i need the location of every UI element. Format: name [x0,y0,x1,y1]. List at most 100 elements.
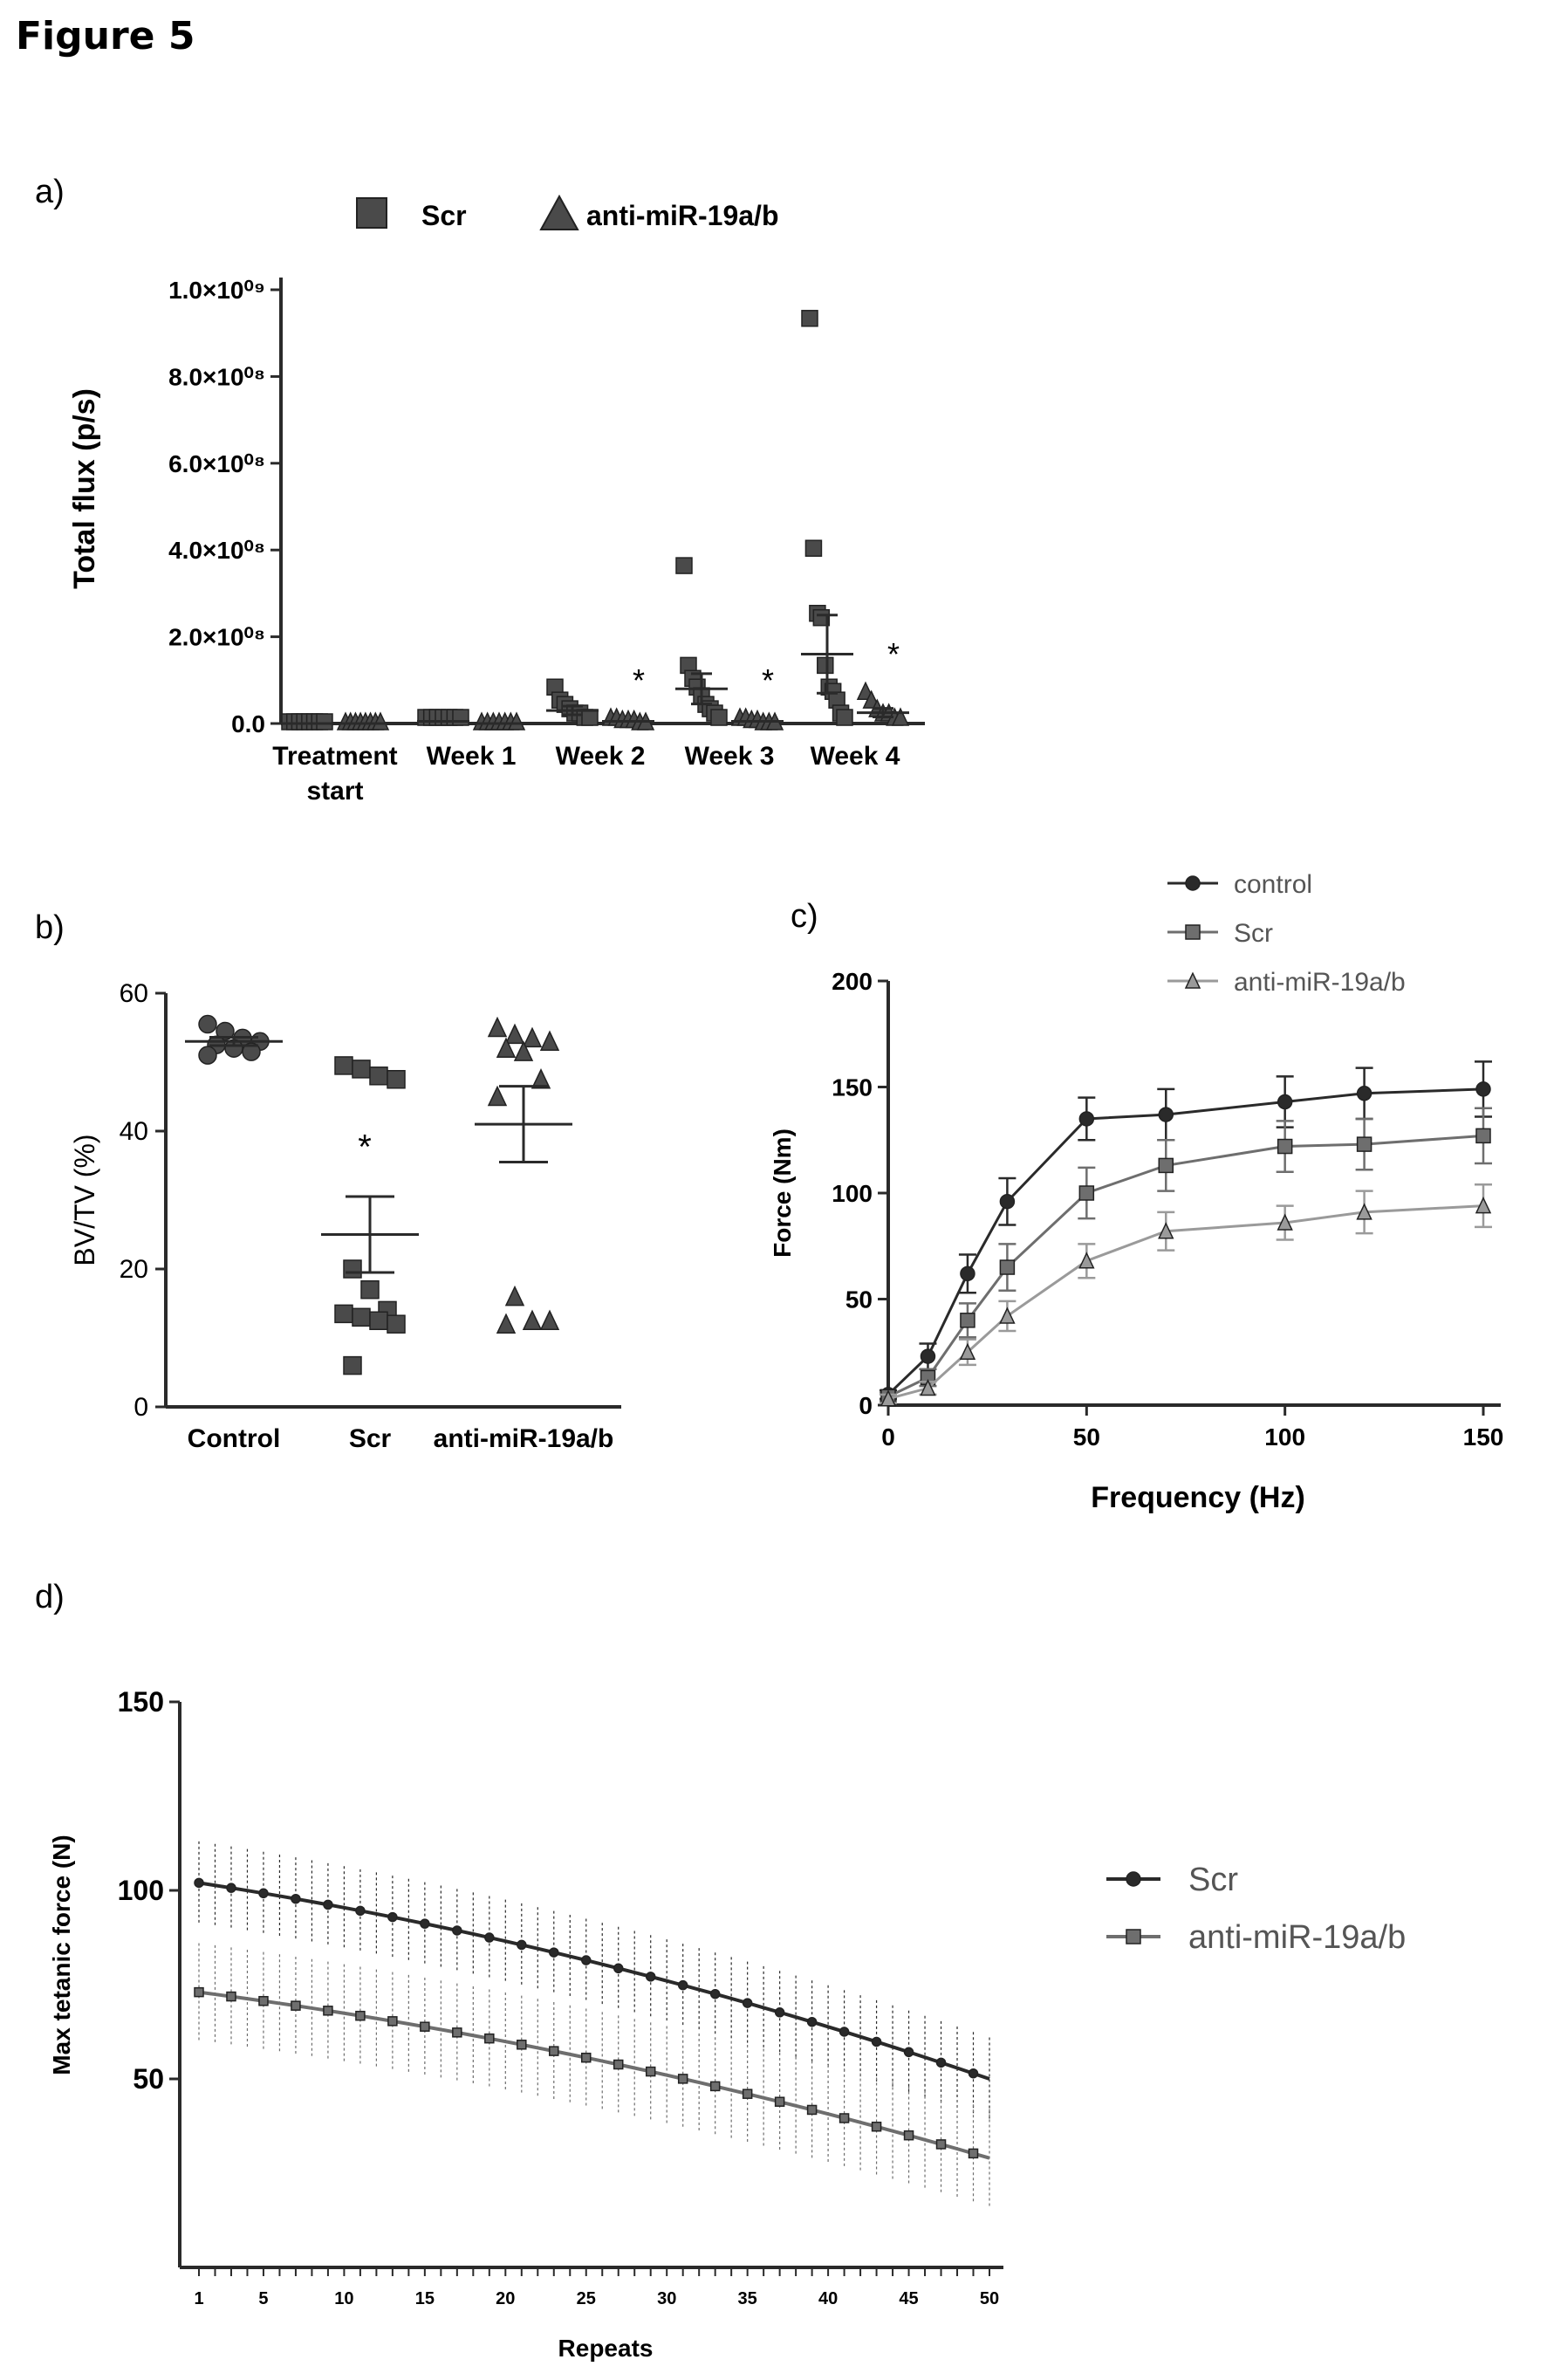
panel-a-significance-marker: * [633,662,645,698]
panel-a-point [710,709,728,726]
panel-b-point [539,1030,560,1052]
panel-b-category-label: anti-miR-19a/b [434,1424,614,1453]
panel-d-point [420,1918,430,1929]
panel-a-point [812,608,831,627]
panel-c-legend-label: control [1234,870,1312,899]
panel-c-point [1158,1107,1174,1122]
panel-d-x-tick-label: 15 [415,2289,435,2308]
panel-a-point [581,709,599,726]
panel-d-point [613,1963,624,1974]
panel-d-y-label: Max tetanic force (N) [48,1835,75,2075]
panel-b-point [360,1279,380,1300]
panel-d-point [291,1893,301,1904]
legend-anti-mir-marker [539,194,579,230]
panel-d-point [484,2033,495,2044]
panel-d-point [742,2089,753,2099]
panel-d-point [709,2081,721,2092]
panel-a: a) Scr anti-miR-19a/b 0.0 2.0×10⁰⁸ 4.0×10⁰… [35,174,925,806]
panel-a-y-tick-label: 8.0×10⁰⁸ [168,363,265,390]
panel-d-point [871,2036,882,2047]
panel-c-point [1158,1222,1174,1239]
panel-c-x-label: Frequency (Hz) [1091,1481,1305,1514]
panel-b-point [522,1309,543,1330]
panel-d-point [194,1877,204,1889]
panel-c-point [880,1389,897,1407]
panel-b-point [496,1313,517,1334]
panel-d-x-tick-label: 45 [899,2289,918,2308]
panel-d-point [549,1947,559,1958]
panel-c-point [960,1265,975,1282]
panel-b-point [387,1314,406,1334]
panel-c-point [999,1193,1016,1210]
panel-b-category-label: Control [188,1424,281,1453]
panel-a-label: a) [35,174,65,210]
panel-a-point [817,656,834,675]
panel-d-point [581,1955,592,1965]
panel-a-point [804,539,823,557]
panel-b-point [487,1016,508,1038]
panel-c-x-tick-label: 150 [1463,1423,1504,1451]
panel-c-y-tick-label: 100 [832,1180,873,1207]
panel-b-point [343,1259,362,1279]
panel-d-point [968,2148,979,2159]
panel-b-point [504,1023,525,1045]
panel-b-point [522,1026,543,1048]
panel-d-point [226,1883,236,1893]
panel-d-series-line [198,1990,990,2160]
panel-c-y-tick-label: 0 [859,1392,873,1419]
panel-b-point [334,1056,353,1075]
panel-d-x-tick-label: 5 [258,2289,268,2308]
panel-d-label: d) [35,1579,65,1615]
panel-d-x-tick-label: 30 [657,2289,676,2308]
panel-a-legend: Scr anti-miR-19a/b [356,194,778,231]
panel-d-x-tick-label: 10 [334,2289,353,2308]
panel-d-x-tick-label: 20 [496,2289,515,2308]
panel-d-x-tick-label: 40 [818,2289,838,2308]
panel-d-point [291,2000,301,2011]
panel-b-category-label: Scr [349,1424,392,1453]
panel-d-point [387,1911,398,1923]
panel-c-point [1277,1138,1293,1155]
panel-b-y-tick-label: 20 [120,1255,148,1284]
panel-c-y-tick-label: 150 [832,1074,873,1101]
legend-scr-marker [356,197,387,229]
panel-c-legend-marker [1184,971,1201,989]
panel-a-y-tick-label: 0.0 [231,710,265,737]
panel-c-x-tick-label: 100 [1264,1423,1305,1451]
panel-c-point [1356,1086,1372,1101]
panel-d-point [517,2040,527,2050]
panel-b-point [334,1304,353,1324]
panel-c-x-tick-label: 0 [881,1423,895,1451]
panel-c-point [999,1307,1016,1324]
panel-c-legend-label: anti-miR-19a/b [1234,968,1406,997]
panel-b-point [369,1067,388,1086]
panel-d-point [452,2027,462,2038]
panel-c-legend-marker [1185,924,1201,940]
panel-a-y-tick-label: 2.0×10⁰⁸ [168,624,265,651]
panel-a-y-tick-label: 4.0×10⁰⁸ [168,537,265,564]
panel-d-point [355,2010,366,2021]
panel-c-point [920,1379,936,1396]
panel-a-category-label: Week 3 [685,742,775,771]
panel-c-point [1356,1203,1372,1220]
panel-d-series-line [198,1881,990,2081]
panel-c-point [1078,1185,1095,1201]
panel-c-series-line [886,1087,1484,1396]
panel-d-point [226,1991,236,2002]
panel-d-point [839,2027,850,2037]
panel-c-label: c) [791,898,818,935]
panel-b-point [198,1014,217,1034]
panel-b-point [496,1037,517,1058]
panel-a-category-label: Treatment [272,742,397,771]
panel-c-legend-label: Scr [1234,919,1273,948]
panel-d-y-tick-label: 50 [133,2063,164,2095]
panel-b-point [198,1046,217,1065]
panel-c-point [1277,1094,1293,1110]
panel-d-point [871,2121,882,2132]
panel-d-point [677,2074,688,2084]
panel-d-point [709,1988,721,1999]
panel-c-y-tick-label: 50 [845,1286,873,1313]
panel-d-point [935,2139,947,2150]
